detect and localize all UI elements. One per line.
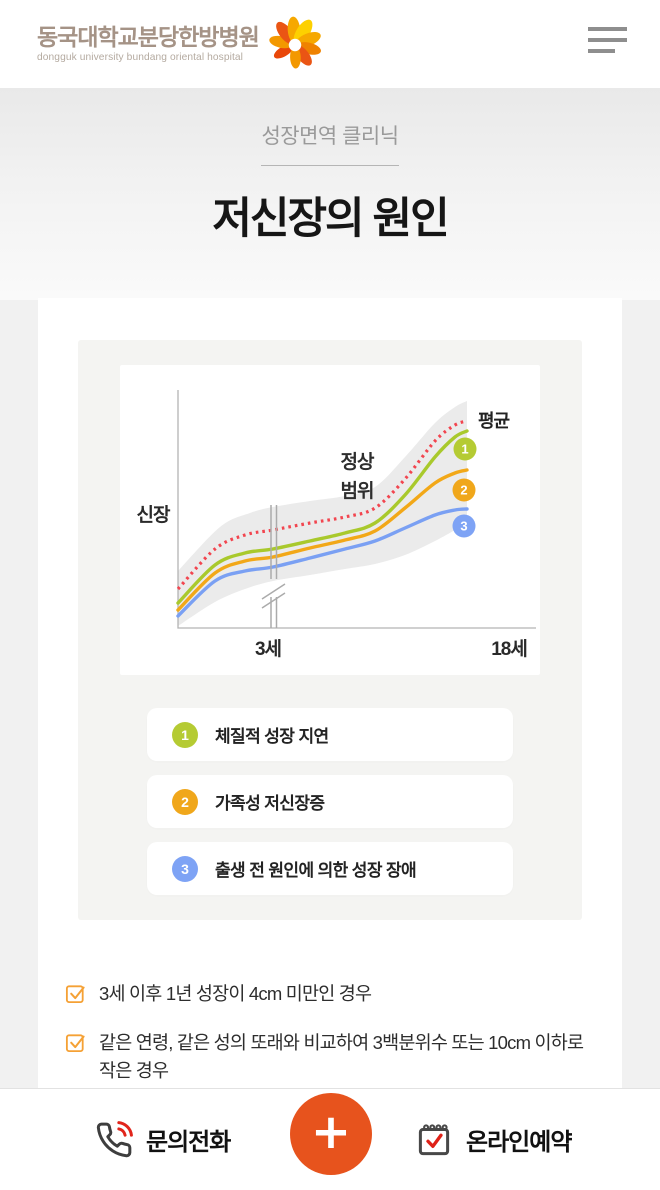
normal-range-label: 정상 bbox=[341, 451, 375, 473]
checklist-item: 3세 이후 1년 성장이 4cm 미만인 경우 bbox=[64, 980, 594, 1008]
growth-curve bbox=[176, 507, 469, 618]
average-label: 평균 bbox=[478, 411, 510, 431]
svg-text:2: 2 bbox=[460, 483, 467, 498]
curve-marker: 3 bbox=[452, 514, 476, 538]
page-title: 저신장의 원인 bbox=[212, 195, 449, 243]
x-tick-18: 18세 bbox=[491, 638, 527, 660]
plus-icon: + bbox=[310, 1104, 352, 1160]
chart-axes bbox=[177, 390, 536, 629]
growth-curve bbox=[176, 468, 469, 612]
cause-item: 3 출생 전 원인에 의한 성장 장애 bbox=[147, 842, 513, 895]
logo-subtitle: dongguk university bundang oriental hosp… bbox=[37, 52, 244, 64]
phone-icon bbox=[96, 1120, 133, 1157]
number-badge: 3 bbox=[172, 855, 198, 882]
number-badge: 1 bbox=[172, 721, 198, 748]
menu-bar bbox=[588, 27, 627, 31]
online-reservation-button[interactable]: 온라인예약 bbox=[415, 1089, 572, 1190]
checklist-text: 같은 연령, 같은 성의 또래와 비교하여 3백분위수 또는 10cm 이하로 … bbox=[99, 1032, 584, 1081]
app-header: 동국대학교분당한방병원 dongguk university bundang o… bbox=[0, 0, 660, 88]
hospital-logo[interactable]: 동국대학교분당한방병원 dongguk university bundang o… bbox=[37, 12, 327, 76]
checkbox-icon bbox=[65, 985, 85, 1004]
svg-text:1: 1 bbox=[461, 442, 468, 457]
cause-item: 1 체질적 성장 지연 bbox=[147, 708, 513, 761]
bottom-nav: 문의전화 + 온라인예약 bbox=[0, 1088, 660, 1190]
growth-curve bbox=[176, 429, 469, 605]
cause-list: 1 체질적 성장 지연 2 가족성 저신장증 3 출생 전 원인에 의한 성장 장애 bbox=[147, 708, 513, 895]
number-badge: 2 bbox=[172, 788, 198, 815]
phone-call-label: 문의전화 bbox=[146, 1129, 231, 1156]
checklist-item: 같은 연령, 같은 성의 또래와 비교하여 3백분위수 또는 10cm 이하로 … bbox=[64, 1029, 594, 1085]
fab-plus-button[interactable]: + bbox=[290, 1093, 372, 1175]
menu-bar bbox=[588, 38, 627, 42]
cause-item: 2 가족성 저신장증 bbox=[147, 775, 513, 828]
cause-label: 가족성 저신장증 bbox=[215, 794, 325, 813]
svg-text:3: 3 bbox=[460, 519, 467, 534]
normal-range-band bbox=[178, 401, 467, 626]
logo-flower-icon bbox=[269, 16, 321, 69]
logo-title: 동국대학교분당한방병원 bbox=[37, 23, 260, 50]
checkbox-icon bbox=[65, 1034, 85, 1053]
x-tick-3: 3세 bbox=[255, 638, 281, 660]
checklist-text: 3세 이후 1년 성장이 4cm 미만인 경우 bbox=[99, 983, 372, 1004]
y-axis-label: 신장 bbox=[137, 504, 171, 526]
cause-label: 출생 전 원인에 의한 성장 장애 bbox=[215, 861, 417, 880]
normal-range-label: 범위 bbox=[341, 480, 374, 502]
cause-label: 체질적 성장 지연 bbox=[215, 727, 329, 746]
checklist: 3세 이후 1년 성장이 4cm 미만인 경우 같은 연령, 같은 성의 또래와… bbox=[64, 980, 594, 1085]
curve-marker: 2 bbox=[452, 478, 476, 502]
hero-divider bbox=[261, 165, 399, 166]
calendar-icon bbox=[418, 1123, 450, 1155]
clinic-eyebrow: 성장면역 클리닉 bbox=[261, 125, 399, 148]
hero-section: 성장면역 클리닉 저신장의 원인 bbox=[0, 88, 660, 300]
phone-call-button[interactable]: 문의전화 bbox=[95, 1089, 231, 1190]
axis-break bbox=[261, 505, 286, 628]
online-reservation-label: 온라인예약 bbox=[466, 1129, 572, 1156]
menu-bar bbox=[588, 49, 615, 53]
curve-marker: 1 bbox=[453, 437, 477, 461]
menu-button[interactable] bbox=[588, 27, 627, 53]
